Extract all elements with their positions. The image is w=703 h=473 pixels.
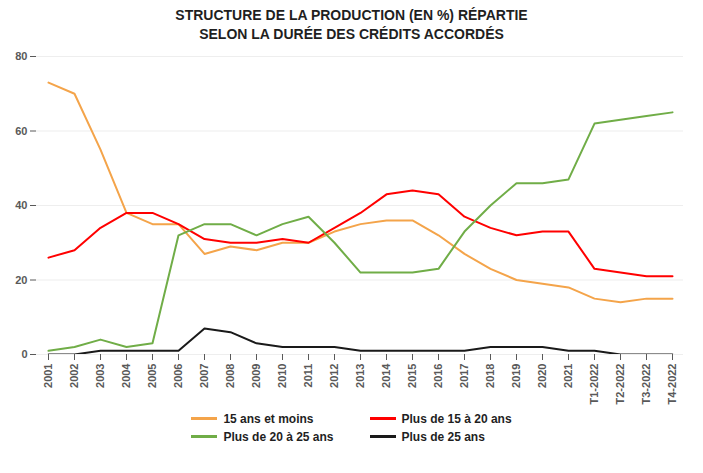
svg-text:2020: 2020 <box>536 363 548 387</box>
svg-text:2009: 2009 <box>250 363 262 387</box>
svg-text:T4-2022: T4-2022 <box>666 363 678 404</box>
svg-text:2010: 2010 <box>276 363 288 387</box>
svg-text:80: 80 <box>15 50 27 62</box>
svg-text:2015: 2015 <box>406 363 418 387</box>
html-text:Plus de 15 à 20 ans: Plus de 15 à 20 ans <box>401 411 512 426</box>
html-text:15 ans et moins: 15 ans et moins <box>223 411 314 426</box>
svg-text:2005: 2005 <box>146 363 158 387</box>
svg-text:20: 20 <box>15 273 27 285</box>
svg-text:2019: 2019 <box>510 363 522 387</box>
svg-text:2001: 2001 <box>42 363 54 387</box>
svg-text:2011: 2011 <box>302 363 314 387</box>
svg-text:2004: 2004 <box>120 362 132 387</box>
svg-text:T2-2022: T2-2022 <box>614 363 626 404</box>
html-text:Plus de 20 à 25 ans: Plus de 20 à 25 ans <box>223 429 334 444</box>
html-text:SELON LA DURÉE DES CRÉDITS ACC: SELON LA DURÉE DES CRÉDITS ACCORDÉS <box>199 25 504 42</box>
svg-text:60: 60 <box>15 124 27 136</box>
svg-text:2021: 2021 <box>562 363 574 387</box>
svg-text:2007: 2007 <box>198 363 210 387</box>
svg-text:0: 0 <box>21 348 27 360</box>
svg-text:2003: 2003 <box>94 363 106 387</box>
svg-text:T3-2022: T3-2022 <box>640 363 652 404</box>
svg-text:40: 40 <box>15 199 27 211</box>
svg-text:2014: 2014 <box>380 362 392 387</box>
svg-text:2018: 2018 <box>484 363 496 387</box>
svg-text:2013: 2013 <box>354 363 366 387</box>
html-text:STRUCTURE DE LA PRODUCTION (EN: STRUCTURE DE LA PRODUCTION (EN %) RÉPART… <box>175 7 528 23</box>
svg-text:2008: 2008 <box>224 363 236 387</box>
svg-text:2017: 2017 <box>458 363 470 387</box>
svg-text:T1-2022: T1-2022 <box>588 363 600 404</box>
svg-text:2012: 2012 <box>328 363 340 387</box>
svg-text:2016: 2016 <box>432 363 444 387</box>
html-text:Plus de 25 ans: Plus de 25 ans <box>401 429 485 444</box>
svg-text:2006: 2006 <box>172 363 184 387</box>
svg-text:2002: 2002 <box>68 363 80 387</box>
